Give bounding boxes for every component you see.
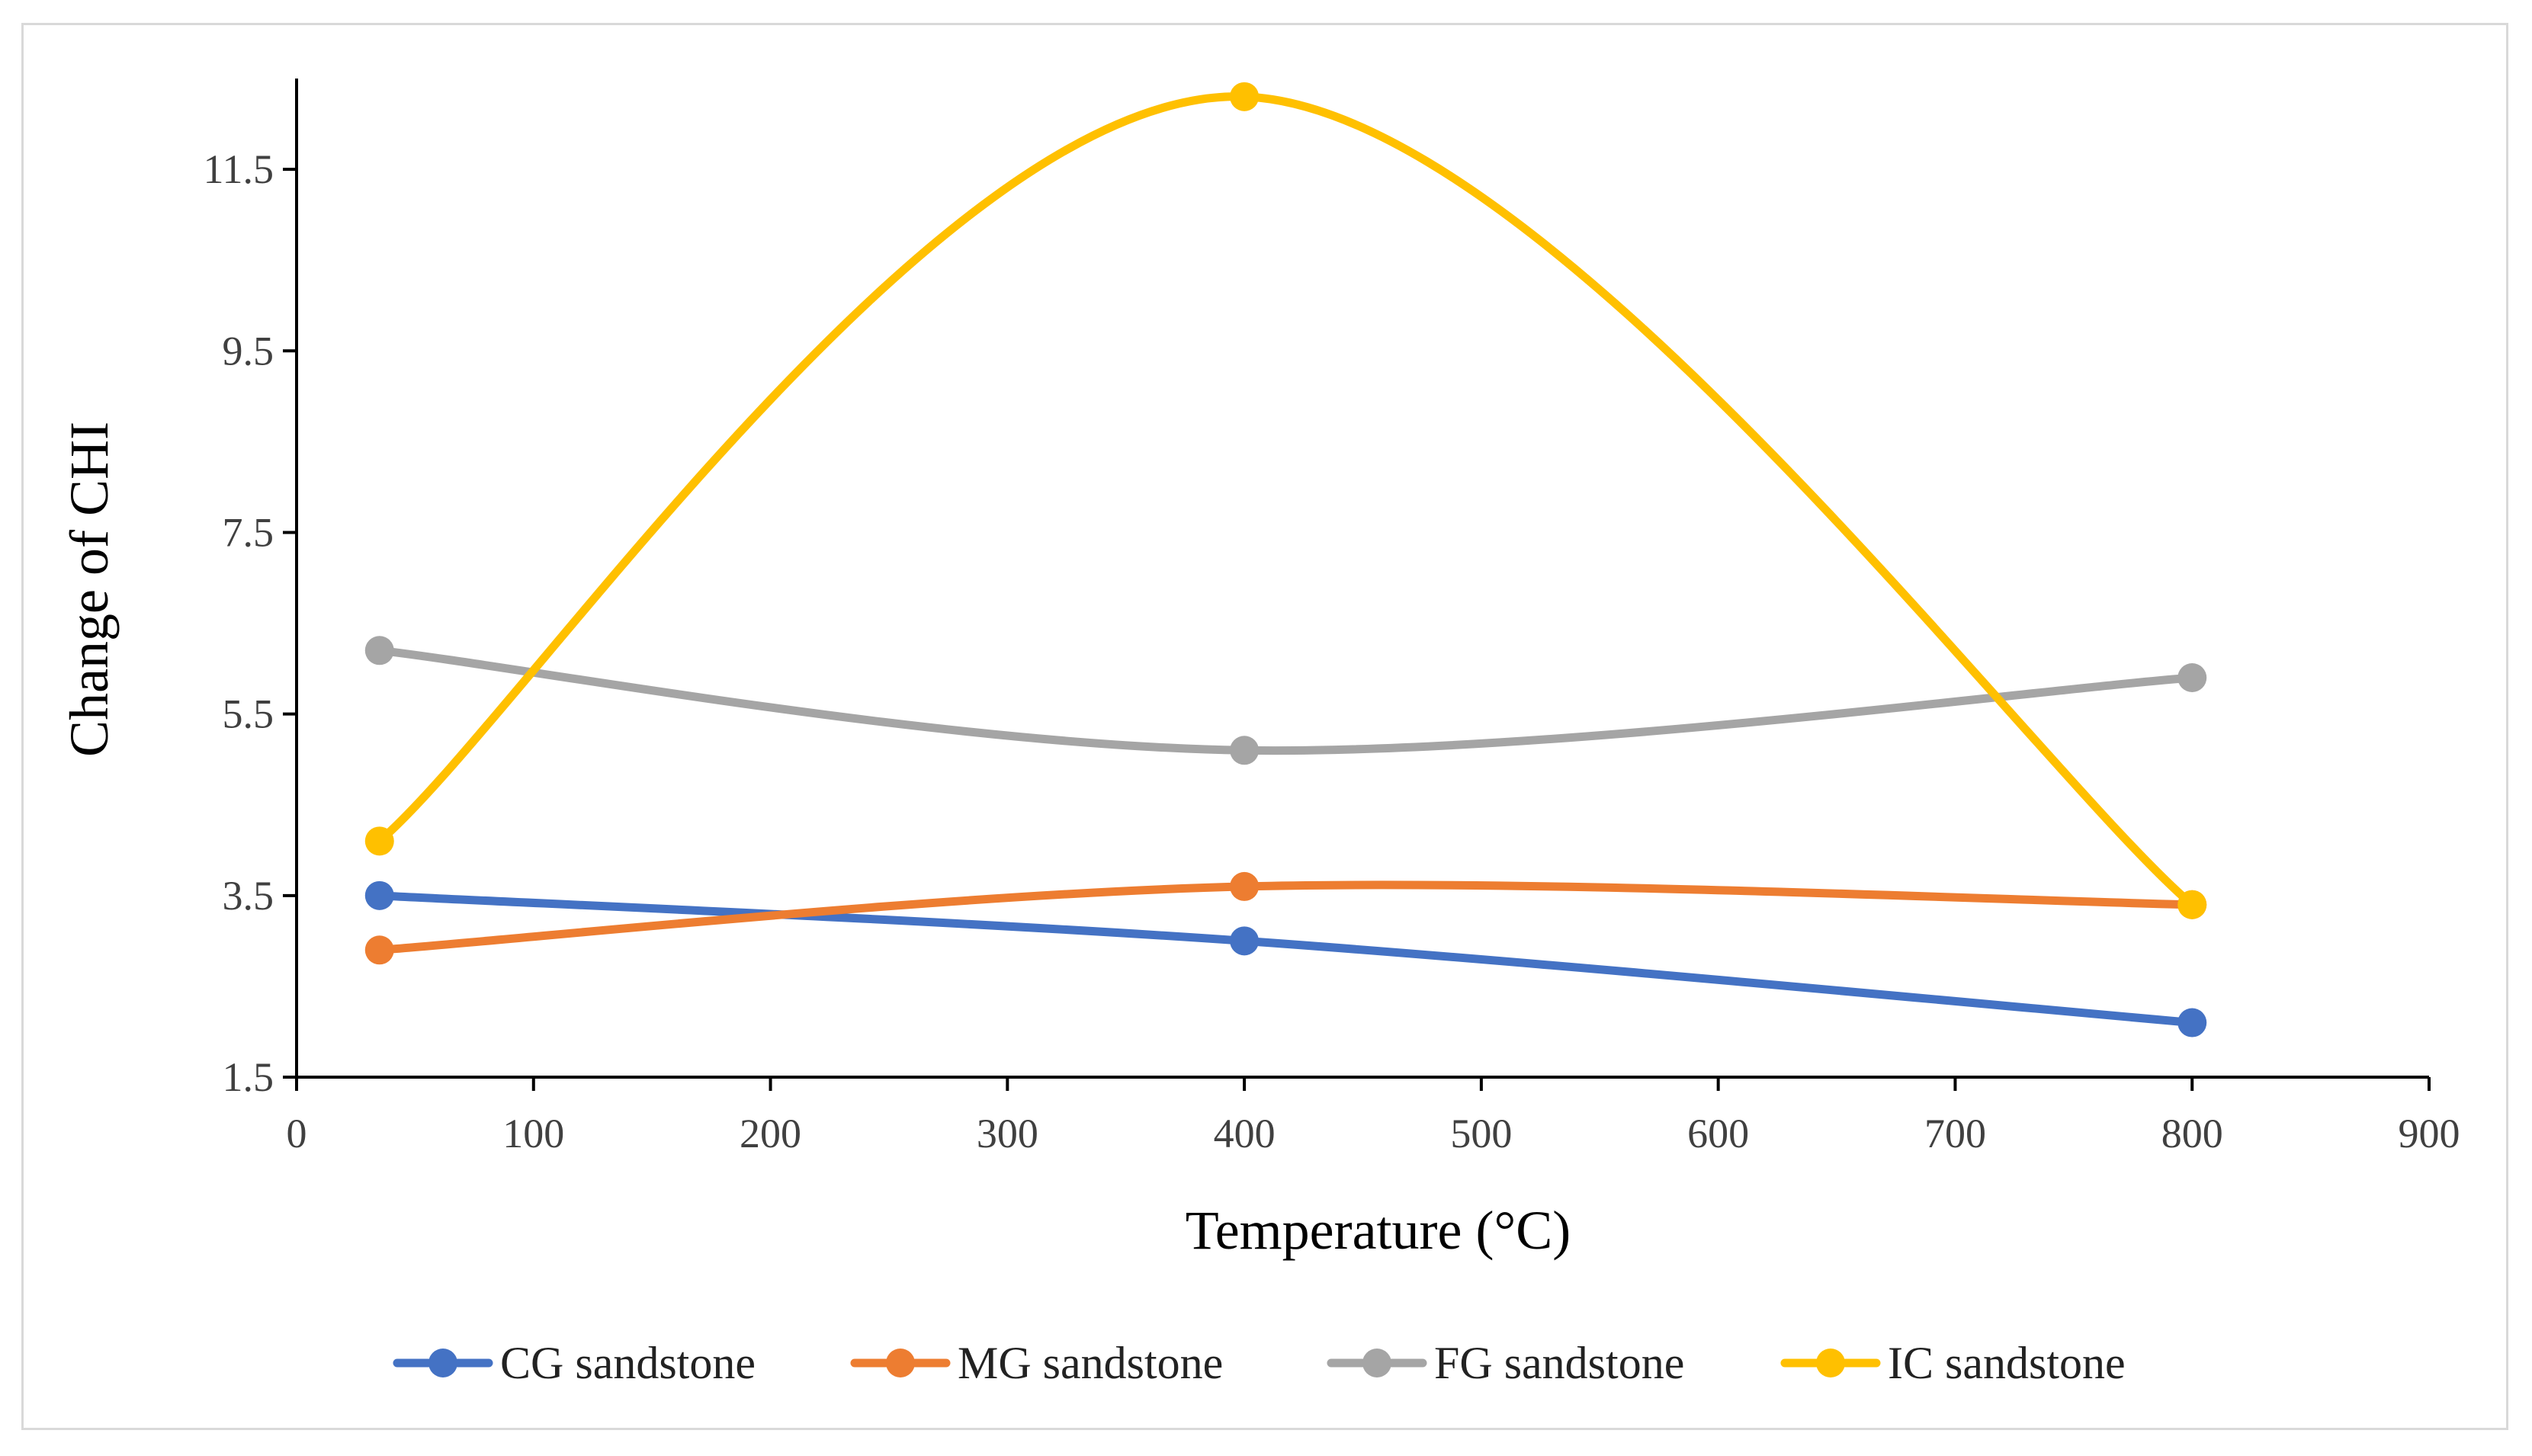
data-point <box>2177 1008 2207 1037</box>
legend-point-marker <box>1816 1349 1845 1377</box>
legend-point-marker <box>886 1349 915 1377</box>
data-point <box>364 880 394 910</box>
x-tick-label: 900 <box>2399 1111 2460 1156</box>
series-layer <box>364 82 2207 1037</box>
series-line <box>375 92 2197 909</box>
legend: CG sandstone MG sandstone FG sandstone IC s… <box>393 1338 2126 1388</box>
legend-point-marker <box>1362 1349 1391 1377</box>
legend-item: CG sandstone <box>393 1338 756 1388</box>
data-point <box>1230 871 1260 901</box>
legend-label: FG sandstone <box>1434 1338 1684 1388</box>
y-tick-label: 5.5 <box>223 691 274 737</box>
series-line <box>375 891 2197 1028</box>
series-fg-sandstone <box>364 636 2207 765</box>
y-tick-label: 7.5 <box>223 509 274 555</box>
data-point <box>364 935 394 965</box>
y-tick-label: 3.5 <box>223 873 274 919</box>
data-point <box>1230 82 1260 111</box>
series-ic-sandstone <box>364 82 2207 919</box>
x-tick-label: 100 <box>502 1111 564 1156</box>
legend-item: MG sandstone <box>850 1338 1223 1388</box>
legend-point-marker <box>428 1349 457 1377</box>
y-tick-label: 11.5 <box>204 146 274 192</box>
series-cg-sandstone <box>364 880 2207 1037</box>
y-tick-label: 9.5 <box>223 328 274 374</box>
x-tick-label: 400 <box>1214 1111 1276 1156</box>
data-point <box>364 636 394 665</box>
x-tick-label: 800 <box>2161 1111 2223 1156</box>
x-axis-title: Temperature (°C) <box>1186 1200 1571 1261</box>
series-line <box>375 646 2197 755</box>
x-tick-label: 700 <box>1924 1111 1986 1156</box>
chart-frame: 1.5 3.5 5.5 7.5 9.5 11.5 0 100 200 300 400 500 600 70… <box>21 23 2508 1430</box>
series-mg-sandstone <box>364 871 2207 965</box>
x-tick-label: 600 <box>1687 1111 1749 1156</box>
y-tick-label: 1.5 <box>223 1054 274 1100</box>
line-chart: 1.5 3.5 5.5 7.5 9.5 11.5 0 100 200 300 400 500 600 70… <box>59 79 2460 1388</box>
data-point <box>1230 736 1260 765</box>
data-point <box>2177 890 2207 919</box>
y-axis-title: Change of CHI <box>59 422 120 757</box>
legend-item: IC sandstone <box>1780 1338 2126 1388</box>
legend-label: IC sandstone <box>1888 1338 2126 1388</box>
x-tick-label: 300 <box>977 1111 1038 1156</box>
x-tick-label: 0 <box>287 1111 307 1156</box>
axes: 1.5 3.5 5.5 7.5 9.5 11.5 0 100 200 300 400 500 600 70… <box>204 79 2460 1156</box>
legend-label: CG sandstone <box>500 1338 756 1388</box>
x-tick-label: 500 <box>1450 1111 1512 1156</box>
data-point <box>2177 663 2207 692</box>
legend-item: FG sandstone <box>1327 1338 1684 1388</box>
x-tick-label: 200 <box>740 1111 801 1156</box>
data-point <box>364 826 394 856</box>
legend-label: MG sandstone <box>958 1338 1223 1388</box>
data-point <box>1230 926 1260 956</box>
